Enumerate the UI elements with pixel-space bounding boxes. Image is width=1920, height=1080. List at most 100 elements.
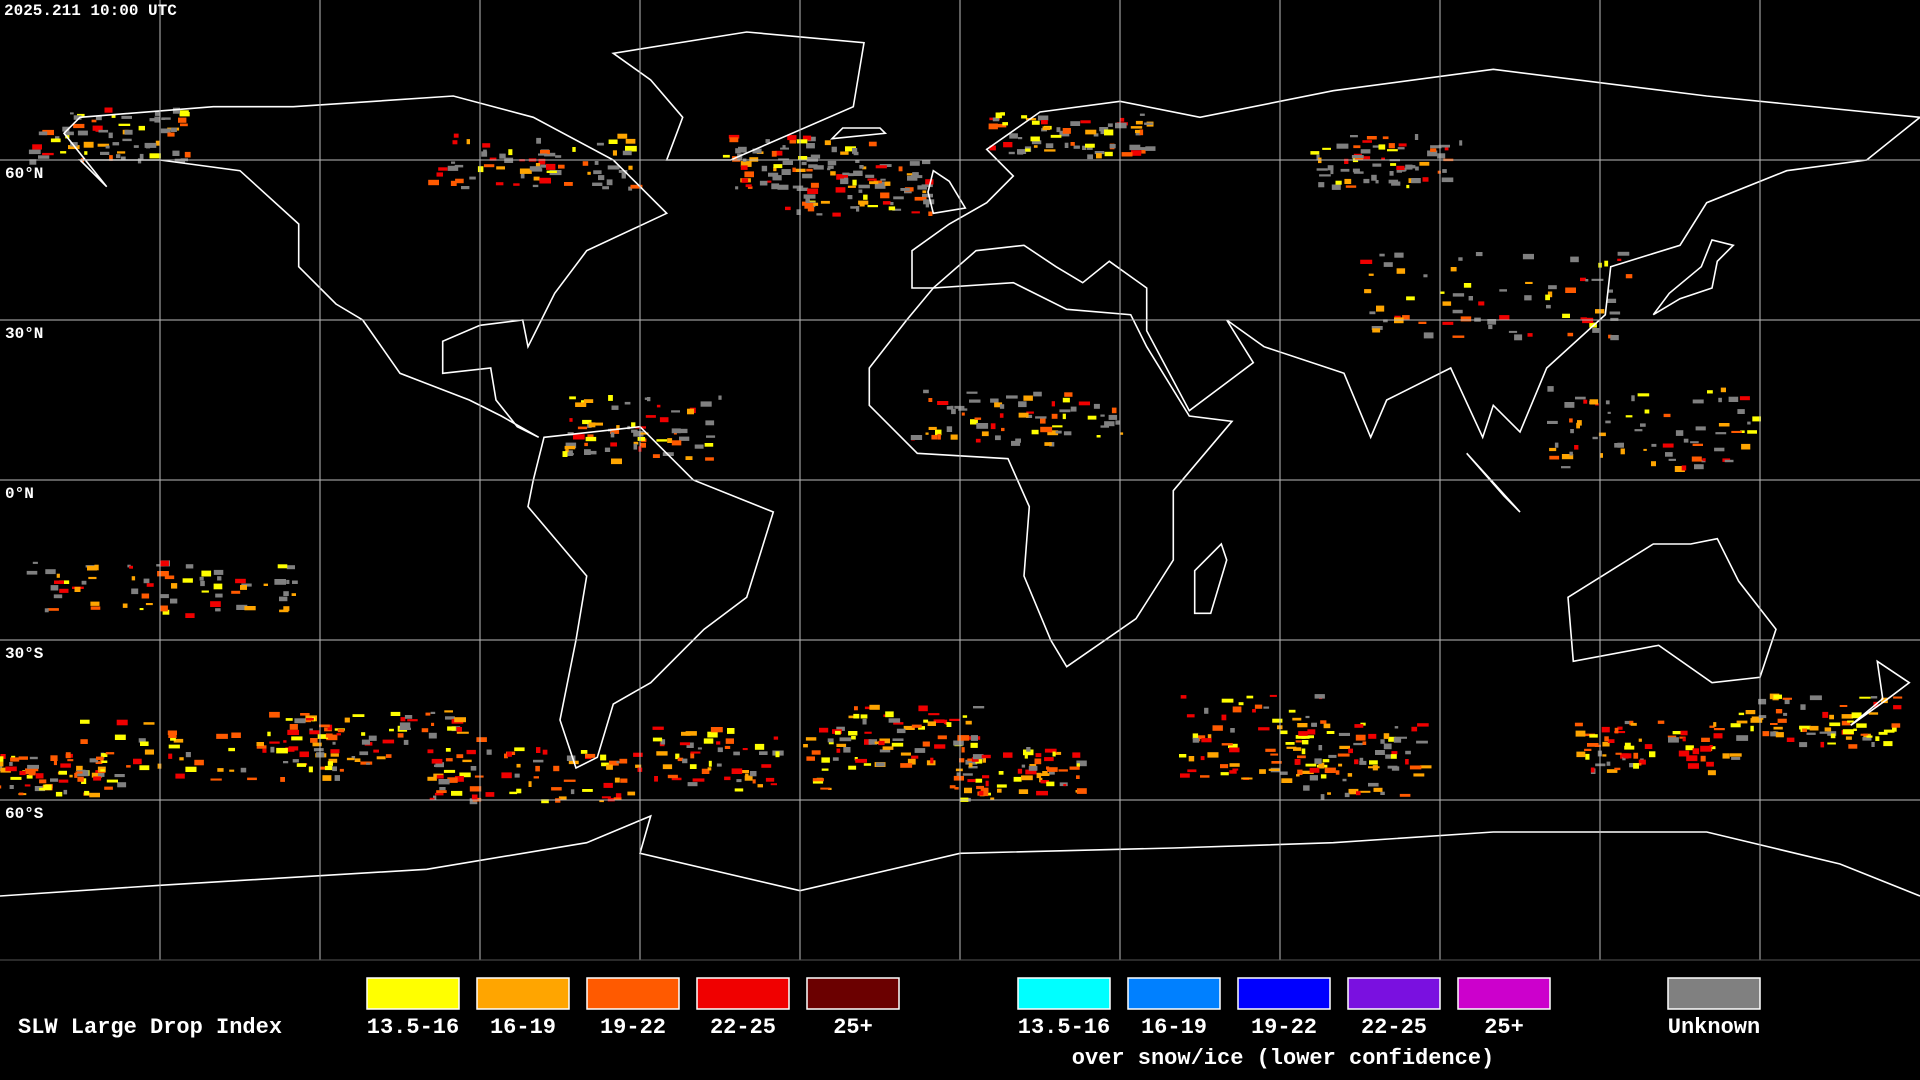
cloud-pixel [131,576,136,581]
cloud-pixel [847,185,856,188]
cloud-pixel [1322,147,1331,150]
cloud-pixel [796,187,809,191]
cloud-pixel [705,457,714,461]
cloud-pixel [1297,723,1308,728]
cloud-pixel [810,154,821,159]
cloud-pixel [1221,714,1227,721]
cloud-pixel [1868,712,1879,715]
cloud-pixel [1361,156,1371,160]
cloud-pixel [1286,746,1297,749]
cloud-pixel [1452,335,1465,338]
cloud-pixel [1892,725,1897,732]
cloud-pixel [117,782,127,788]
cloud-pixel [812,778,824,782]
cloud-pixel [911,211,920,214]
cloud-pixel [1302,735,1314,739]
cloud-pixel [1087,154,1093,160]
cloud-pixel [470,766,477,771]
cloud-pixel [496,166,505,170]
cloud-pixel [1475,252,1483,257]
cloud-pixel [1062,128,1071,134]
cloud-pixel [954,787,959,790]
cloud-pixel [399,727,411,730]
cloud-pixel [533,176,540,181]
cloud-pixel [686,742,694,748]
cloud-pixel [1411,178,1421,184]
cloud-pixel [270,746,275,753]
cloud-pixel [216,733,228,739]
cloud-pixel [1388,143,1395,149]
cloud-pixel [1302,770,1314,774]
cloud-pixel [83,141,94,148]
cloud-pixel [319,724,330,728]
cloud-pixel [1567,332,1574,337]
cloud-pixel [705,420,715,426]
cloud-pixel [1018,412,1029,418]
cloud-pixel [1845,736,1852,740]
cloud-pixel [1069,766,1080,770]
cloud-pixel [1630,722,1637,726]
cloud-pixel [558,796,567,801]
cloud-pixel [1029,764,1037,767]
cloud-pixel [201,590,209,593]
cloud-pixel [1354,759,1359,765]
cloud-pixel [923,199,935,205]
cloud-pixel [624,401,631,405]
cloud-pixel [880,192,890,199]
cloud-pixel [970,419,978,425]
cloud-pixel [1549,455,1560,460]
cloud-pixel [922,741,930,747]
cloud-pixel [229,769,235,772]
coastline [1652,239,1735,316]
cloud-pixel [864,731,872,734]
cloud-pixel [506,751,512,757]
cloud-pixel [1017,149,1024,155]
cloud-pixel [447,165,459,171]
cloud-pixel [1309,767,1320,773]
cloud-pixel [949,785,956,789]
cloud-pixel [428,179,439,186]
cloud-pixel [1740,430,1745,433]
cloud-pixel [859,165,864,169]
cloud-pixel [1565,287,1576,293]
cloud-pixel [570,789,575,795]
cloud-pixel [139,765,150,771]
cloud-pixel [1076,763,1080,767]
cloud-pixel [1396,268,1406,274]
cloud-pixel [1144,122,1153,125]
cloud-pixel [796,209,801,215]
cloud-pixel [1064,392,1073,397]
cloud-pixel [1388,179,1399,184]
cloud-pixel [495,182,504,186]
cloud-pixel [1402,315,1410,320]
cloud-pixel [439,787,446,791]
coastline [0,814,1920,897]
cloud-pixel [1040,426,1053,433]
cloud-pixel [839,737,852,742]
cloud-pixel [322,775,332,781]
cloud-pixel [1229,770,1237,774]
cloud-pixel [1878,731,1888,735]
latitude-label: 30°S [5,645,44,663]
cloud-pixel [946,426,953,432]
cloud-pixel [80,739,88,744]
cloud-pixel [1080,120,1091,124]
cloud-pixel [240,767,247,773]
cloud-pixel [1739,396,1750,401]
cloud-pixel [1802,728,1807,732]
cloud-pixel [155,140,160,146]
cloud-pixel [773,164,783,169]
cloud-pixel [923,719,929,723]
coastline [1850,659,1911,726]
cloud-pixel [1819,731,1828,734]
cloud-pixel [982,775,990,779]
cloud-pixel [836,743,847,747]
cloud-pixel [70,112,74,115]
cloud-pixel [1040,780,1049,784]
cloud-pixel [1366,136,1377,140]
cloud-pixel [933,719,945,723]
cloud-pixel [675,753,680,760]
cloud-pixel [1731,430,1742,433]
cloud-pixel [1575,396,1586,400]
cloud-pixel [1610,317,1619,321]
